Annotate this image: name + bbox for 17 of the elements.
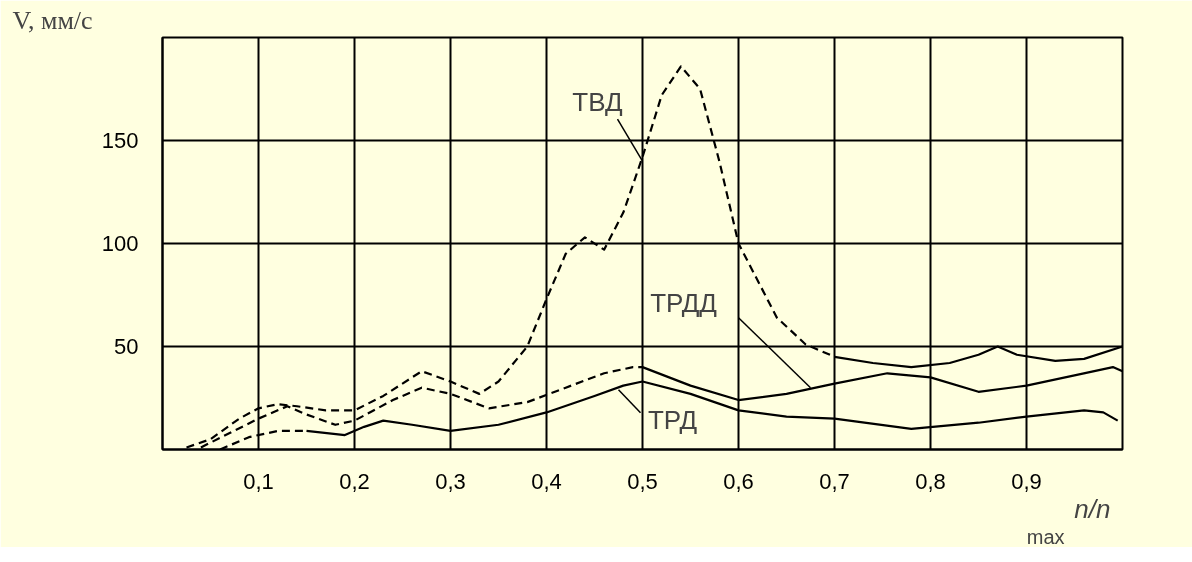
y-tick-label: 150: [101, 128, 139, 153]
annotation: ТРД: [647, 404, 698, 435]
y-axis-title: V, мм/с: [12, 5, 93, 35]
x-tick-label: 0,3: [435, 468, 466, 494]
x-tick-label: 0,6: [723, 468, 754, 494]
annotation: ТВД: [572, 87, 624, 118]
x-tick-label: 0,8: [915, 468, 946, 494]
annotation: ТРДД: [650, 287, 718, 318]
y-tick-label: 50: [114, 334, 139, 359]
y-tick-label: 100: [101, 231, 139, 256]
x-tick-label: 0,7: [819, 468, 850, 494]
x-tick-label: 0,2: [339, 468, 370, 494]
x-tick-label: 0,4: [531, 468, 562, 494]
x-tick-label: 0,1: [243, 468, 274, 494]
x-axis-title: n/nmax: [1026, 493, 1111, 548]
x-tick-label: 0,5: [627, 468, 658, 494]
x-tick-label: 0,9: [1011, 468, 1042, 494]
